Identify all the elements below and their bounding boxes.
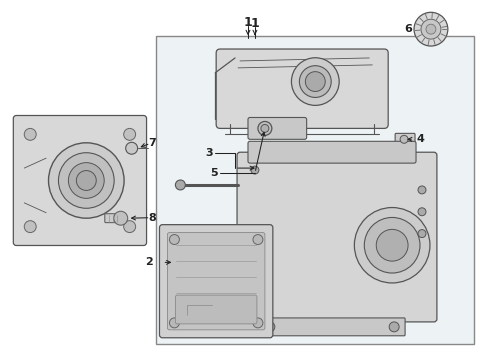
Circle shape <box>299 66 331 98</box>
Circle shape <box>426 24 436 34</box>
Circle shape <box>24 129 36 140</box>
FancyBboxPatch shape <box>105 214 122 223</box>
Circle shape <box>114 211 128 225</box>
FancyBboxPatch shape <box>168 233 265 330</box>
Circle shape <box>418 186 426 194</box>
Circle shape <box>125 142 138 154</box>
Text: 1: 1 <box>244 16 252 29</box>
FancyBboxPatch shape <box>248 117 307 139</box>
Circle shape <box>76 171 96 190</box>
FancyBboxPatch shape <box>13 116 147 246</box>
Text: 4: 4 <box>416 134 424 144</box>
Circle shape <box>253 235 263 244</box>
Text: 3: 3 <box>206 148 213 158</box>
FancyBboxPatch shape <box>216 49 388 129</box>
Circle shape <box>400 135 408 143</box>
Text: 8: 8 <box>148 213 156 223</box>
Circle shape <box>170 235 179 244</box>
Circle shape <box>49 143 124 218</box>
Circle shape <box>261 125 269 132</box>
FancyBboxPatch shape <box>248 141 416 163</box>
Circle shape <box>418 230 426 238</box>
Circle shape <box>123 221 136 233</box>
Text: 5: 5 <box>211 168 218 178</box>
Circle shape <box>414 12 448 46</box>
Circle shape <box>58 153 114 208</box>
FancyBboxPatch shape <box>237 152 437 322</box>
Circle shape <box>123 129 136 140</box>
Circle shape <box>251 166 259 174</box>
FancyBboxPatch shape <box>175 295 257 324</box>
Circle shape <box>365 217 420 273</box>
Text: 7: 7 <box>148 138 156 148</box>
Circle shape <box>418 208 426 216</box>
Circle shape <box>175 180 185 190</box>
FancyBboxPatch shape <box>259 318 405 336</box>
Circle shape <box>253 318 263 328</box>
FancyBboxPatch shape <box>159 225 273 338</box>
Circle shape <box>24 221 36 233</box>
Circle shape <box>305 72 325 91</box>
Circle shape <box>265 322 275 332</box>
Text: 1: 1 <box>250 17 259 30</box>
FancyBboxPatch shape <box>395 133 415 145</box>
Text: 6: 6 <box>404 24 412 34</box>
Circle shape <box>421 19 441 39</box>
Circle shape <box>258 121 272 135</box>
Circle shape <box>376 229 408 261</box>
Bar <box>155 36 474 344</box>
Circle shape <box>69 163 104 198</box>
Circle shape <box>354 207 430 283</box>
Circle shape <box>292 58 339 105</box>
Text: 2: 2 <box>145 257 152 267</box>
Circle shape <box>170 318 179 328</box>
Circle shape <box>389 322 399 332</box>
